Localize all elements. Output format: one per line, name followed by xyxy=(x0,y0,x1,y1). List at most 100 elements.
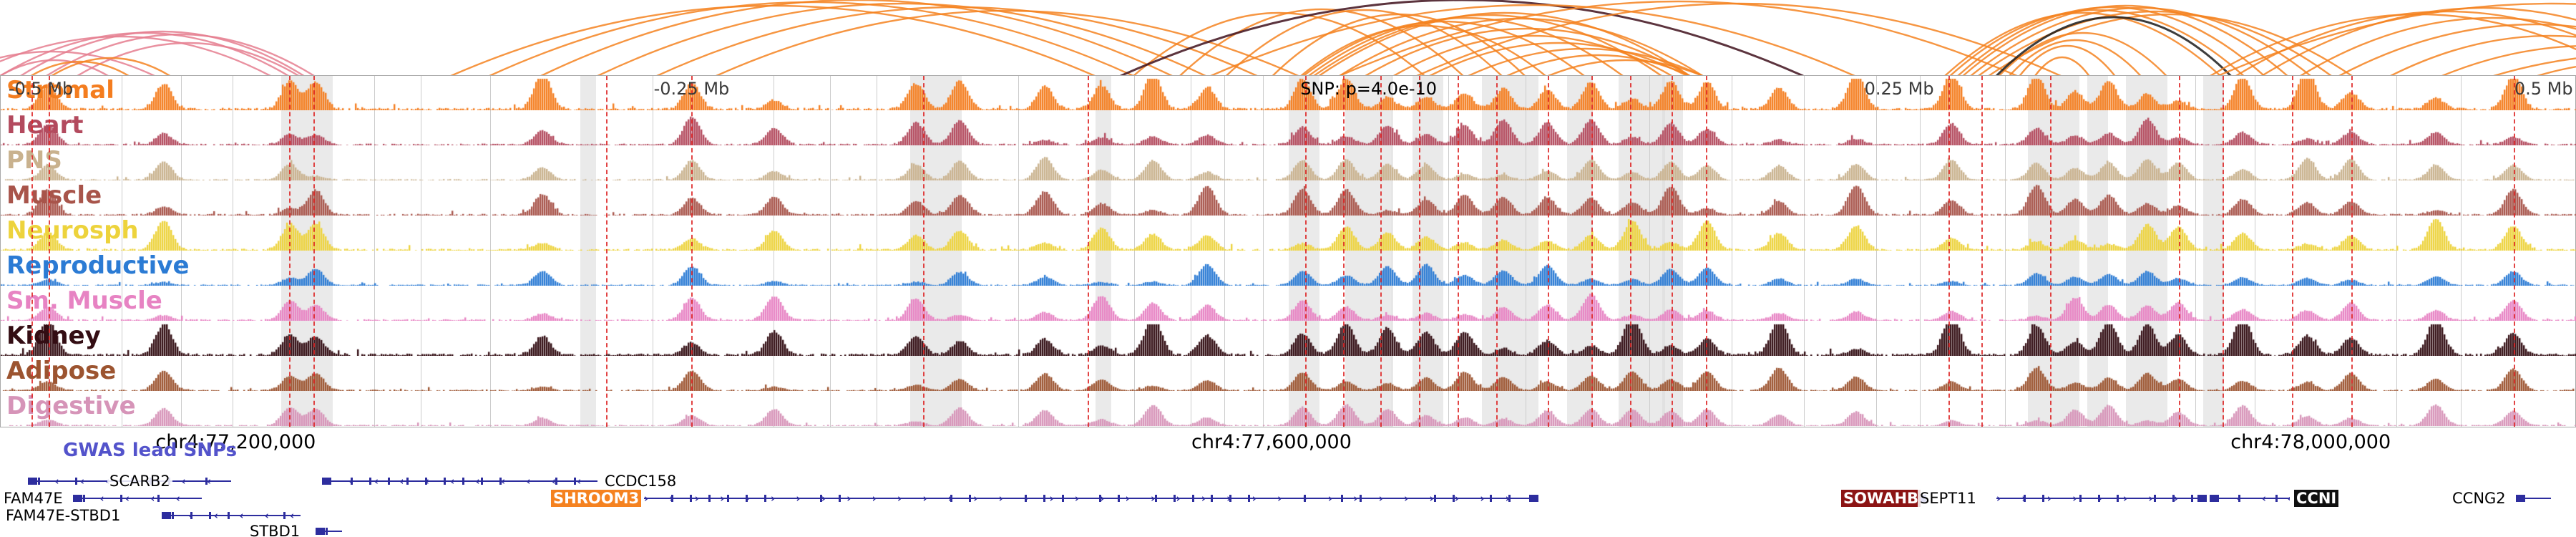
gene-label-fam47e[interactable]: FAM47E xyxy=(1,490,65,507)
track-label-stromal[interactable]: Stromal xyxy=(6,76,114,105)
interaction-arc[interactable] xyxy=(489,1,1134,76)
signal-tracks-panel[interactable]: Stromal Heart PNS Muscle Neurosph Reproductiv… xyxy=(0,75,2576,427)
gene-label-fam47e-stbd1[interactable]: FAM47E-STBD1 xyxy=(4,507,123,524)
gene-body-stbd1[interactable]: ‹ xyxy=(316,526,342,536)
interaction-arc[interactable] xyxy=(1365,27,1691,76)
signal-canvas-kidney[interactable] xyxy=(1,323,2576,356)
interaction-arc[interactable] xyxy=(656,6,1258,76)
interaction-arc[interactable] xyxy=(2261,6,2576,76)
gene-body-fam47e[interactable]: ‹ ‹ ‹ ‹ ‹ ‹ xyxy=(73,493,202,503)
interaction-arc[interactable] xyxy=(1393,34,1672,76)
signal-canvas-heart[interactable] xyxy=(1,112,2576,145)
interaction-arc[interactable] xyxy=(2034,57,2090,76)
gene-label-sept11[interactable]: SEPT11 xyxy=(1918,490,1979,507)
track-row-stromal[interactable]: Stromal xyxy=(1,76,2576,111)
track-label-adipose[interactable]: Adipose xyxy=(6,357,117,385)
interaction-arc[interactable] xyxy=(1313,14,1662,76)
interaction-arc[interactable] xyxy=(46,33,315,76)
interaction-arc[interactable] xyxy=(1998,32,2167,76)
track-label-neurosph[interactable]: Neurosph xyxy=(6,216,139,245)
track-label-heart[interactable]: Heart xyxy=(6,111,84,140)
signal-canvas-adipose[interactable] xyxy=(1,358,2576,391)
interaction-arc[interactable] xyxy=(51,57,171,76)
track-label-reproductive[interactable]: Reproductive xyxy=(6,251,190,280)
interaction-arc[interactable] xyxy=(1416,2,2062,76)
interaction-arc[interactable] xyxy=(1302,20,1585,76)
gene-body-ccdc158[interactable]: ‹ ‹ ‹ ‹ ‹ ‹ ‹ ‹ ‹ ‹ ‹ ‹ ‹ ‹ xyxy=(322,476,597,486)
interaction-arc[interactable] xyxy=(1978,10,2332,76)
interaction-arc[interactable] xyxy=(77,42,300,76)
gene-label-sowahb[interactable]: SOWAHB xyxy=(1841,490,1921,507)
interaction-arc[interactable] xyxy=(540,0,1173,76)
gene-body-ccng2[interactable]: ‹ xyxy=(2516,493,2551,503)
track-row-neurosph[interactable]: Neurosph xyxy=(1,216,2576,251)
track-label-digestive[interactable]: Digestive xyxy=(6,392,136,420)
gene-label-shroom3[interactable]: SHROOM3 xyxy=(551,490,642,507)
gene-body-shroom3[interactable]: › › › › › › › › › › › › › › › › › › › › … xyxy=(644,493,1538,503)
signal-canvas-sm-muscle[interactable] xyxy=(1,288,2576,321)
interaction-arc[interactable] xyxy=(2218,2,2576,76)
track-row-pns[interactable]: PNS xyxy=(1,146,2576,181)
interaction-arc[interactable] xyxy=(2441,45,2576,76)
interaction-arc[interactable] xyxy=(1429,42,1688,76)
interaction-arc[interactable] xyxy=(2235,10,2576,76)
interaction-arc[interactable] xyxy=(30,60,130,76)
track-row-heart[interactable]: Heart xyxy=(1,111,2576,146)
signal-canvas-neurosph[interactable] xyxy=(1,218,2576,251)
signal-canvas-stromal[interactable] xyxy=(1,77,2576,110)
track-row-kidney[interactable]: Kidney xyxy=(1,321,2576,357)
interaction-arc[interactable] xyxy=(0,50,155,76)
gene-body-fam47e-stbd1[interactable]: ‹ ‹ ‹ ‹ ‹ ‹ ‹ xyxy=(162,511,301,521)
interaction-arc[interactable] xyxy=(2390,34,2576,76)
interaction-arc[interactable] xyxy=(2019,44,2116,76)
interaction-arc[interactable] xyxy=(2493,54,2576,76)
interaction-arc[interactable] xyxy=(1210,4,1855,76)
interaction-arcs-panel[interactable] xyxy=(0,0,2576,76)
signal-canvas-reproductive[interactable] xyxy=(1,253,2576,286)
interaction-arc[interactable] xyxy=(1995,16,2232,76)
interaction-arc[interactable] xyxy=(716,9,1299,76)
track-label-pns[interactable]: PNS xyxy=(6,146,62,175)
track-row-adipose[interactable]: Adipose xyxy=(1,357,2576,392)
interaction-arc[interactable] xyxy=(1548,59,1704,76)
gene-label-stbd1[interactable]: STBD1 xyxy=(248,523,303,537)
interaction-arc[interactable] xyxy=(597,2,1206,76)
gene-body-sept11[interactable]: › › › › › › › › › › › xyxy=(1996,493,2207,503)
interaction-arc[interactable] xyxy=(1957,6,2265,76)
interaction-arc[interactable] xyxy=(0,59,109,76)
interaction-arc[interactable] xyxy=(1988,13,2353,76)
interaction-arc[interactable] xyxy=(1339,0,2018,76)
interaction-arc[interactable] xyxy=(2300,16,2576,76)
interaction-arc[interactable] xyxy=(1944,11,2222,76)
interaction-arc[interactable] xyxy=(20,30,305,76)
gene-label-ccdc158[interactable]: CCDC158 xyxy=(602,473,679,490)
interaction-arc[interactable] xyxy=(1120,0,1804,76)
gene-label-ccng2[interactable]: CCNG2 xyxy=(2450,490,2508,507)
track-row-reproductive[interactable]: Reproductive xyxy=(1,251,2576,286)
signal-canvas-digestive[interactable] xyxy=(1,393,2576,426)
interaction-arc[interactable] xyxy=(1133,11,1425,76)
gene-label-ccni[interactable]: CCNI xyxy=(2294,490,2339,507)
track-row-muscle[interactable]: Muscle xyxy=(1,181,2576,216)
interaction-arc[interactable] xyxy=(1339,17,1704,76)
interaction-arc[interactable] xyxy=(1318,11,1691,76)
interaction-arc[interactable] xyxy=(2009,39,2142,76)
interaction-arc[interactable] xyxy=(1962,4,2288,76)
gene-body-ccni[interactable]: ‹ ‹ ‹ ‹ xyxy=(2210,493,2290,503)
interaction-arc[interactable] xyxy=(1179,8,1464,76)
track-row-digestive[interactable]: Digestive xyxy=(1,392,2576,427)
interaction-arc[interactable] xyxy=(1949,9,2245,76)
signal-canvas-pns[interactable] xyxy=(1,147,2576,180)
interaction-arc[interactable] xyxy=(1300,24,1546,76)
interaction-arc[interactable] xyxy=(2537,62,2576,76)
track-label-kidney[interactable]: Kidney xyxy=(6,321,101,350)
gene-label-scarb2[interactable]: SCARB2 xyxy=(107,473,172,490)
track-label-muscle[interactable]: Muscle xyxy=(6,181,102,210)
gwas-track-label[interactable]: GWAS lead SNPs xyxy=(63,440,238,461)
signal-canvas-muscle[interactable] xyxy=(1,183,2576,216)
interaction-arc[interactable] xyxy=(1506,54,1691,76)
interaction-arc[interactable] xyxy=(0,35,271,76)
interaction-arc[interactable] xyxy=(1468,47,1704,76)
gene-annotation-panel[interactable]: GWAS lead SNPs ‹ ‹ ‹ ‹ ‹ ‹ ‹ ‹ ‹ ‹ SCARB2… xyxy=(0,440,2576,537)
interaction-arc[interactable] xyxy=(1970,6,2311,76)
